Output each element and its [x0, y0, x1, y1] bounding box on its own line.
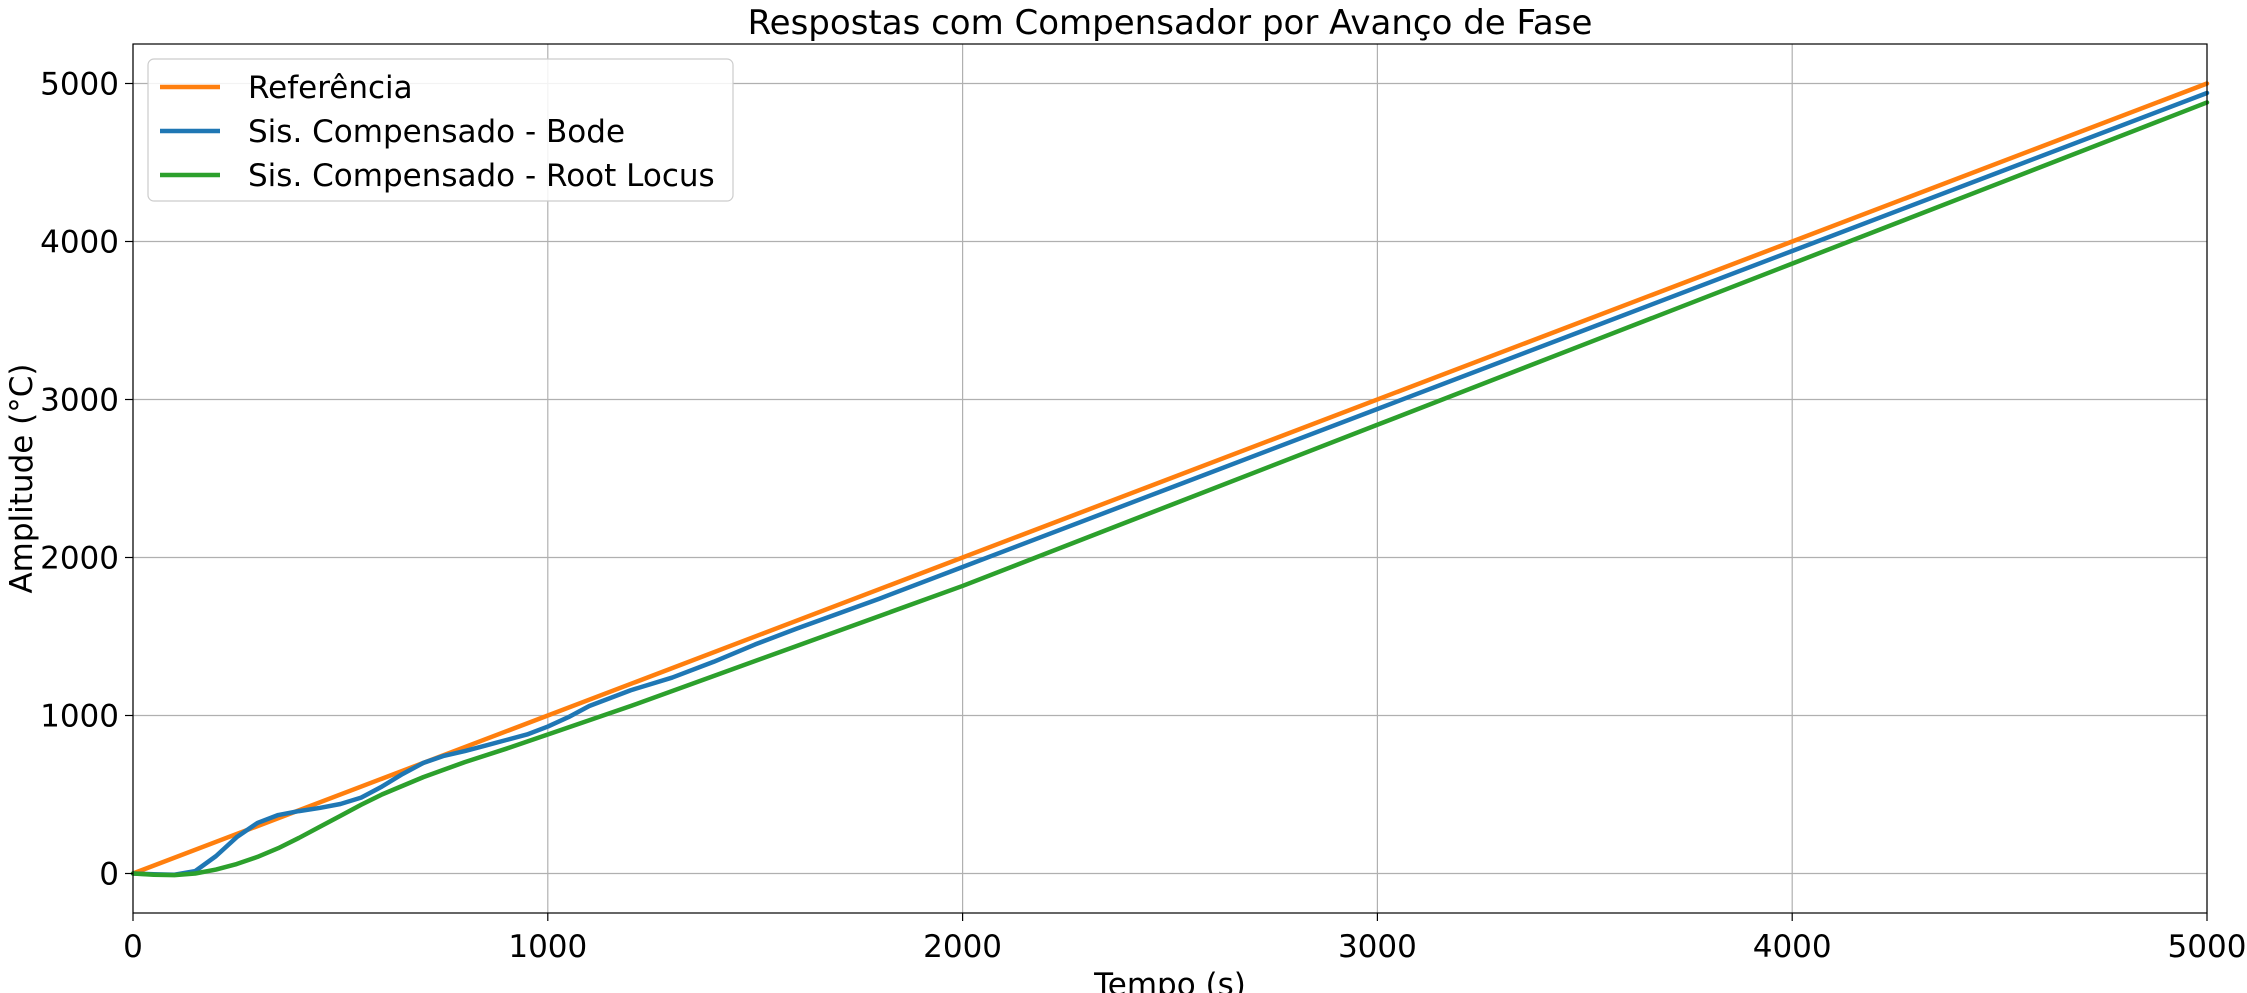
legend-label: Referência [248, 70, 413, 106]
series-line-0 [130, 81, 2210, 876]
y-tick-label: 3000 [40, 383, 119, 419]
axis-ticks: 0 1000 2000 3000 4000 5000 0 1000 2000 3000 4000 50… [40, 67, 2246, 966]
y-tick-label: 5000 [40, 67, 119, 103]
x-axis-label: Tempo (s) [1093, 967, 1246, 993]
grid-lines [132, 44, 2208, 913]
x-tick-label: 4000 [1753, 929, 1832, 965]
y-tick-label: 4000 [40, 225, 119, 261]
chart-title: Respostas com Compensador por Avanço de … [748, 3, 1593, 43]
y-tick-label: 0 [99, 857, 119, 893]
plot-frame [132, 43, 2208, 914]
x-tick-label: 1000 [508, 929, 587, 965]
x-tick-label: 3000 [1338, 929, 1417, 965]
x-tick-label: 5000 [2168, 929, 2247, 965]
series-line-2 [130, 100, 2210, 878]
legend: Referência Sis. Compensado - Bode Sis. Com… [147, 58, 734, 202]
legend-label: Sis. Compensado - Root Locus [248, 158, 715, 194]
y-tick-label: 1000 [40, 699, 119, 735]
y-tick-label: 2000 [40, 541, 119, 577]
x-tick-label: 2000 [923, 929, 1002, 965]
x-tick-label: 0 [123, 929, 143, 965]
series-lines [130, 81, 2210, 878]
series-line-1 [130, 90, 2210, 878]
legend-box [147, 58, 734, 202]
y-axis-label: Amplitude (°C) [4, 363, 40, 593]
legend-label: Sis. Compensado - Bode [248, 114, 625, 150]
